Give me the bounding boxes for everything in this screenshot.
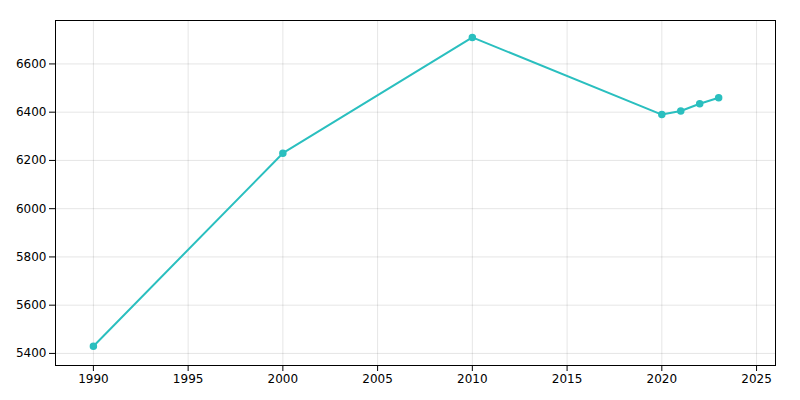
svg-text:2025: 2025 (741, 372, 772, 386)
svg-text:6200: 6200 (16, 153, 47, 167)
svg-text:5400: 5400 (16, 346, 47, 360)
svg-text:6400: 6400 (16, 105, 47, 119)
svg-text:1990: 1990 (78, 372, 109, 386)
svg-text:1995: 1995 (173, 372, 204, 386)
svg-text:2005: 2005 (362, 372, 393, 386)
svg-text:6600: 6600 (16, 57, 47, 71)
svg-text:2010: 2010 (457, 372, 488, 386)
svg-text:2015: 2015 (552, 372, 583, 386)
svg-text:6000: 6000 (16, 202, 47, 216)
svg-text:5800: 5800 (16, 250, 47, 264)
svg-text:2000: 2000 (268, 372, 299, 386)
svg-text:5600: 5600 (16, 298, 47, 312)
svg-text:2020: 2020 (647, 372, 678, 386)
